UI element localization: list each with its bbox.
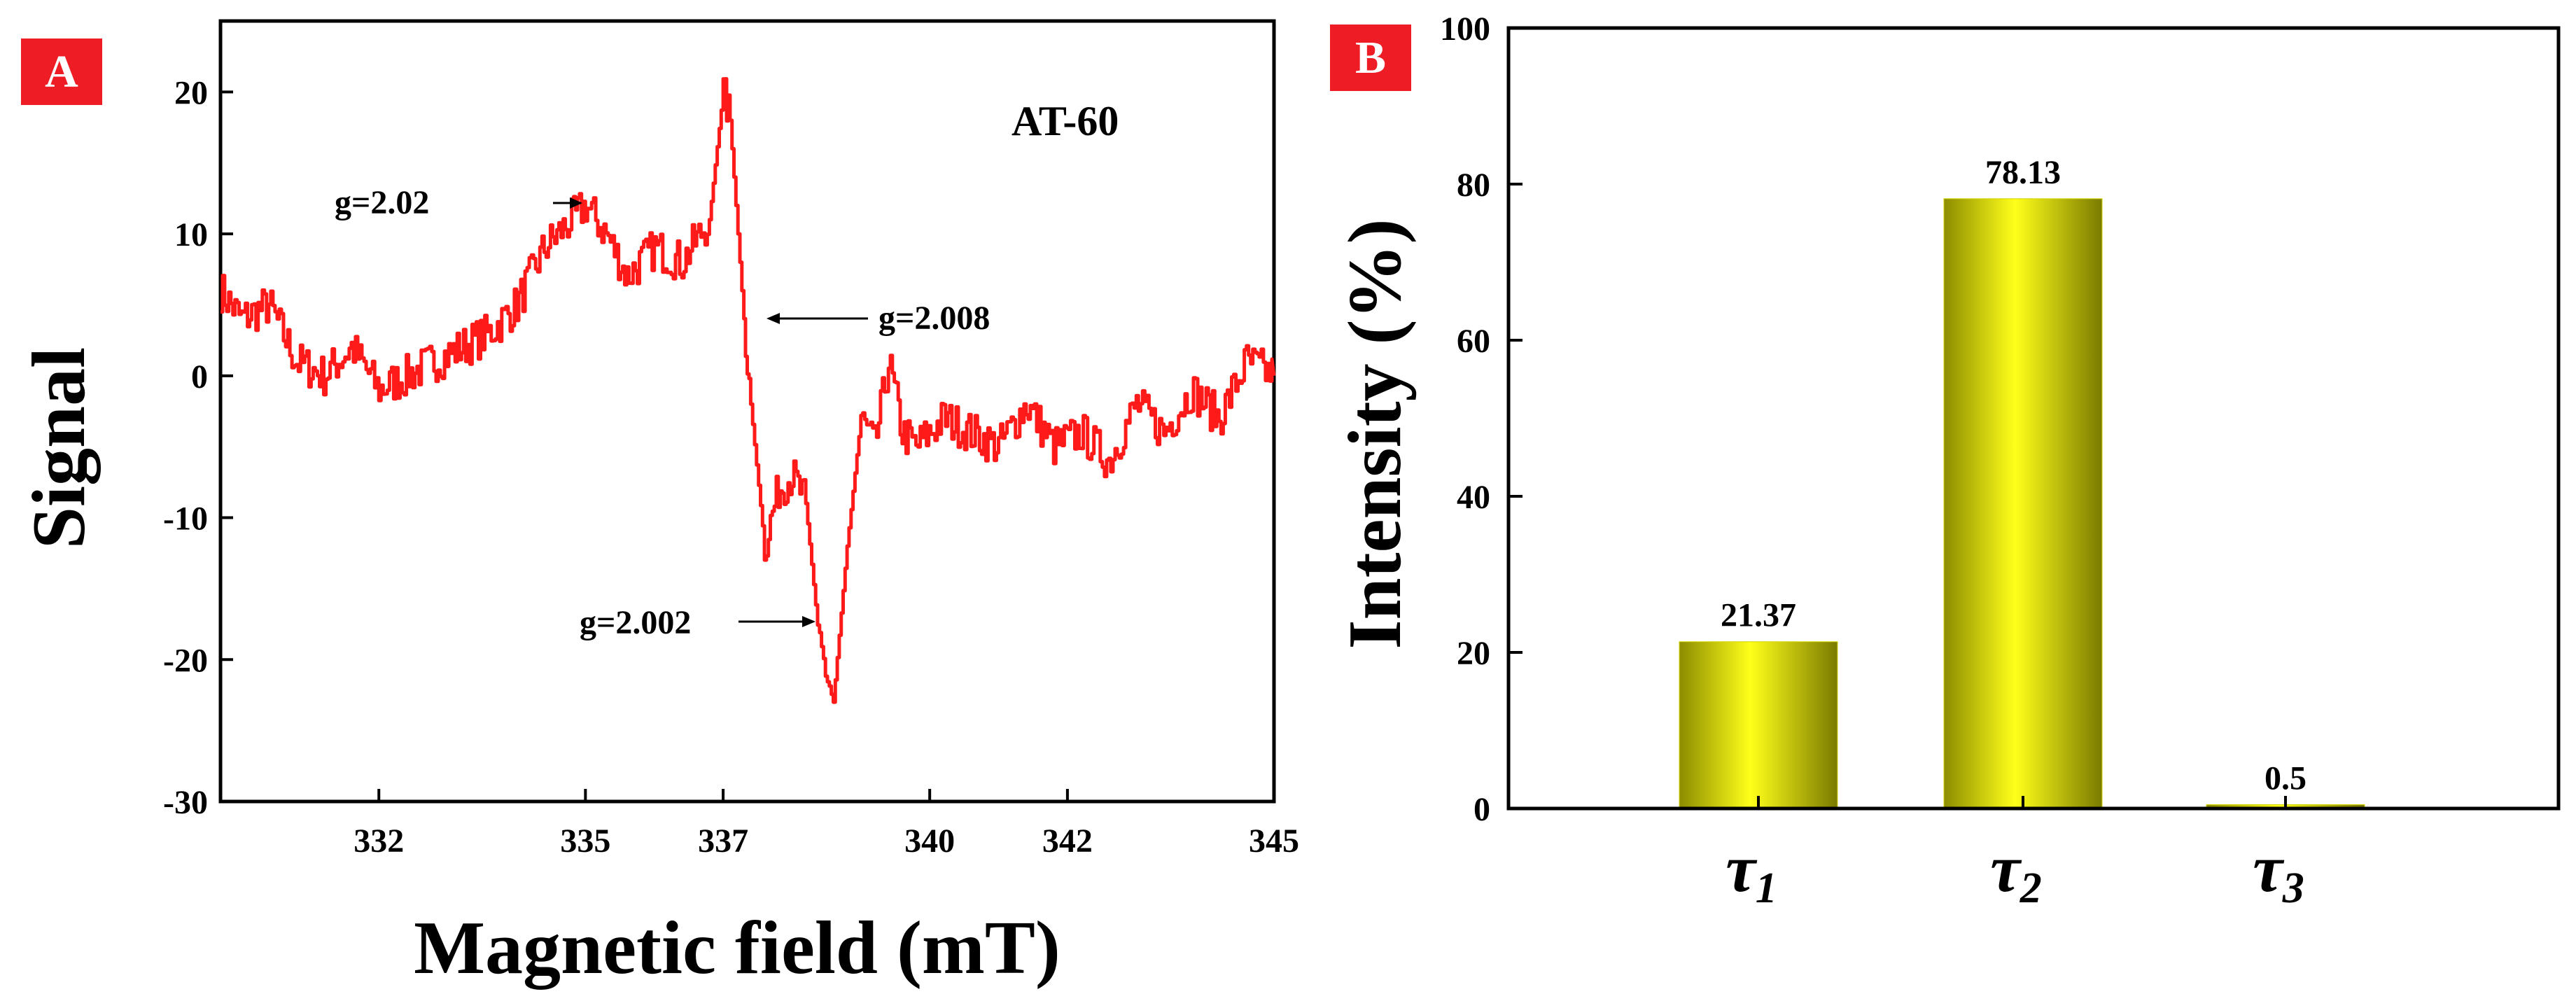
x-tick-label: 332 (354, 822, 404, 860)
panel-b: B 21.37 τ1 78.13 τ2 0.5 τ3 0 20 40 60 80 100 Inten… (1330, 10, 2561, 912)
y-tick-label: 0 (1474, 791, 1490, 828)
x-tick-label: 337 (698, 822, 748, 860)
y-axis-title-a: Signal (18, 347, 101, 549)
sample-name: AT-60 (1011, 98, 1119, 144)
y-tick-label: -30 (163, 784, 208, 821)
bar-tau-1 (1679, 641, 1838, 809)
annotation-g-2-02: g=2.02 (335, 184, 429, 221)
plot-frame-b (1506, 26, 2561, 811)
bar-value-label: 78.13 (1985, 154, 2061, 191)
y-tick-label: 40 (1457, 479, 1490, 516)
bar-value-label: 21.37 (1721, 597, 1796, 634)
y-tick-label: 10 (174, 216, 208, 253)
panel-b-label-box (1330, 24, 1411, 91)
panel-a-ticks: 332 335 337 340 342 345 -30 -20 -10 0 10 20 (163, 74, 1299, 860)
panel-b-bars: 21.37 τ1 78.13 τ2 0.5 τ3 (1679, 154, 2365, 912)
panel-b-axes: 0 20 40 60 80 100 (1440, 10, 2561, 828)
category-label: τ2 (1990, 831, 2042, 912)
panel-a-axes (218, 19, 1276, 804)
x-tick-label: 342 (1042, 822, 1093, 860)
x-tick-label: 345 (1249, 822, 1299, 860)
annotation-g-2-008: g=2.008 (878, 300, 990, 337)
bar-value-label: 0.5 (2264, 760, 2306, 797)
annotation-arrowhead-g-2-02 (570, 197, 582, 209)
y-tick-label: 0 (191, 358, 208, 396)
category-label: τ3 (2253, 831, 2304, 912)
y-tick-label: 100 (1440, 10, 1490, 48)
annotation-arrowhead-g-2-002 (802, 616, 816, 627)
category-label: τ1 (1726, 831, 1777, 912)
signal-trace (220, 77, 1276, 704)
y-tick-label: 20 (174, 74, 208, 111)
annotation-g-2-002: g=2.002 (580, 604, 691, 641)
y-tick-label: -20 (163, 642, 208, 679)
panel-a-label: A (45, 46, 78, 97)
y-tick-label: 80 (1457, 167, 1490, 204)
x-tick-label: 340 (904, 822, 955, 860)
x-axis-title-a: Magnetic field (mT) (414, 906, 1060, 990)
panel-b-label: B (1355, 32, 1386, 83)
y-tick-label: -10 (163, 500, 208, 538)
panel-a: A 332 335 337 340 342 345 -30 -20 -10 0 10 20 AT-60… (18, 19, 1299, 990)
annotation-arrowhead-g-2-008 (766, 313, 780, 324)
bar-tau-2 (1943, 198, 2103, 809)
panel-a-label-box (21, 38, 102, 105)
plot-frame-a (218, 19, 1276, 804)
y-tick-label: 60 (1457, 323, 1490, 360)
y-tick-label: 20 (1457, 635, 1490, 672)
x-tick-label: 335 (560, 822, 610, 860)
y-axis-title-b: Intensity (%) (1334, 219, 1417, 650)
